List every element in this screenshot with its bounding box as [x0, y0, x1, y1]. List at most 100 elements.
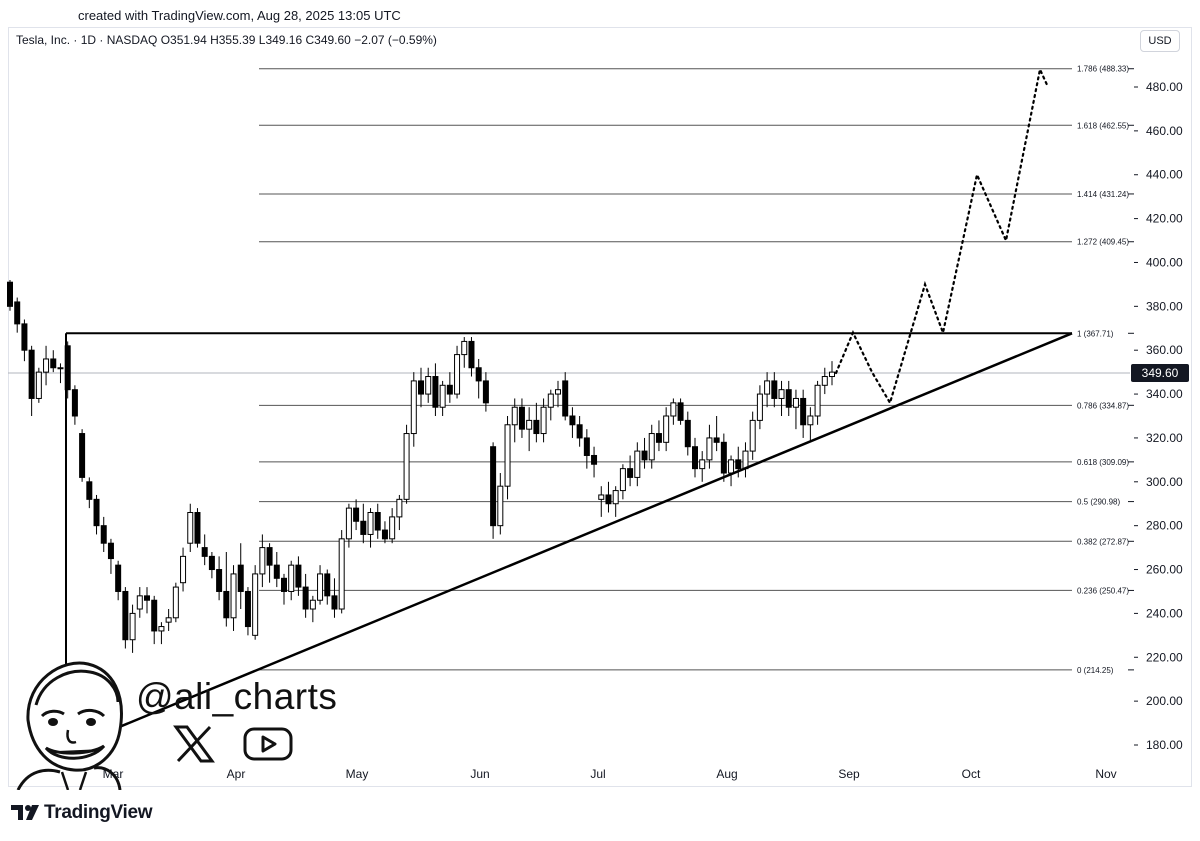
y-tick-label: 280.00: [1146, 519, 1183, 533]
candle-body: [699, 459, 706, 470]
candle-body: [194, 512, 201, 544]
candle-body: [648, 433, 655, 461]
candle-body: [800, 397, 807, 426]
candle-body: [562, 380, 569, 417]
candle-body: [324, 573, 331, 597]
chart-header: created with TradingView.com, Aug 28, 20…: [0, 0, 1200, 28]
avatar-illustration: [16, 661, 123, 790]
candle-body: [331, 595, 338, 610]
x-tick-label: Oct: [962, 767, 981, 781]
fib-level-label: 0.236 (250.47): [1077, 586, 1129, 595]
candle-body: [792, 397, 799, 408]
candle-body: [302, 586, 309, 610]
candle-body: [28, 349, 35, 399]
fib-level-label: 0.5 (290.98): [1077, 498, 1120, 507]
candle-body: [396, 498, 403, 518]
ascending-trendline: [65, 332, 1073, 751]
y-tick-label: 220.00: [1146, 650, 1183, 664]
candle-body: [21, 323, 28, 351]
candle-body: [576, 424, 583, 439]
tradingview-logo-icon: [11, 805, 39, 820]
candle-body: [281, 577, 287, 592]
fib-level-label: 1 (367.71): [1077, 329, 1114, 338]
y-tick-label: 400.00: [1146, 255, 1183, 269]
candle-body: [807, 415, 814, 426]
candle-body: [756, 393, 763, 421]
candle-body: [641, 450, 648, 461]
y-tick-label: 460.00: [1146, 124, 1183, 138]
candle-body: [107, 542, 114, 560]
candle-body: [583, 437, 590, 456]
candle-body: [684, 419, 691, 448]
candle-body: [180, 555, 187, 584]
candle-body: [569, 415, 576, 426]
candle-body: [288, 564, 295, 592]
x-tick-label: Sep: [838, 767, 860, 781]
candle-body: [100, 525, 107, 544]
candle-body: [165, 617, 172, 623]
y-tick-label: 180.00: [1146, 738, 1183, 752]
candle-body: [57, 367, 64, 370]
candle-body: [821, 376, 828, 386]
candle-body: [619, 468, 626, 492]
y-tick-label: 480.00: [1146, 80, 1183, 94]
candle-body: [670, 402, 677, 417]
candle-body: [367, 512, 374, 535]
candle-body: [418, 380, 424, 395]
candle-body: [490, 446, 497, 527]
candle-body: [129, 612, 136, 641]
candle-body: [374, 512, 381, 531]
candle-body: [295, 564, 302, 588]
y-tick-label: 340.00: [1146, 387, 1183, 401]
candle-body: [468, 340, 475, 369]
candle-body: [713, 437, 720, 443]
candle-body: [598, 494, 605, 500]
candle-body: [735, 459, 742, 470]
candle-body: [540, 406, 547, 435]
candle-body: [663, 415, 670, 443]
candle-body: [7, 281, 13, 307]
x-logo-icon: [173, 725, 215, 763]
fib-level-label: 1.618 (462.55): [1077, 121, 1129, 130]
currency-button[interactable]: USD: [1140, 30, 1180, 52]
candle-body: [172, 586, 179, 619]
fib-level-label: 1.414 (431.24): [1077, 190, 1129, 199]
candle-body: [627, 468, 634, 478]
candle-body: [273, 564, 280, 579]
fib-level-label: 0 (214.25): [1077, 666, 1114, 675]
candle-body: [728, 459, 735, 474]
candle-body: [432, 376, 439, 408]
fib-level-label: 0.618 (309.09): [1077, 458, 1129, 467]
youtube-logo-icon: [243, 727, 293, 761]
fib-level-label: 1.786 (488.33): [1077, 65, 1129, 74]
candle-body: [353, 507, 360, 522]
fib-level-label: 1.272 (409.45): [1077, 238, 1129, 247]
candle-body: [79, 433, 86, 478]
candle-body: [71, 389, 78, 417]
candle-body: [216, 569, 223, 592]
projection-path: [834, 65, 1050, 406]
candle-body: [50, 358, 57, 369]
candle-body: [612, 490, 619, 505]
y-tick-label: 380.00: [1146, 299, 1183, 313]
candle-body: [230, 573, 237, 619]
x-tick-label: May: [346, 767, 369, 781]
candle-body: [785, 389, 792, 408]
candle-body: [136, 595, 143, 610]
candle-body: [475, 367, 482, 382]
candle-body: [35, 371, 42, 399]
candle-body: [547, 393, 554, 408]
watermark-handle: @ali_charts: [136, 676, 338, 717]
candle-body: [425, 376, 432, 395]
candle-body: [482, 380, 489, 404]
candle-body: [144, 595, 150, 601]
y-tick-label: 320.00: [1146, 431, 1183, 445]
candle-body: [749, 419, 756, 452]
candle-body: [360, 520, 367, 535]
x-tick-label: Aug: [716, 767, 737, 781]
candle-body: [526, 419, 533, 430]
y-tick-label: 420.00: [1146, 212, 1183, 226]
candle-body: [814, 384, 821, 417]
candle-body: [511, 406, 518, 426]
